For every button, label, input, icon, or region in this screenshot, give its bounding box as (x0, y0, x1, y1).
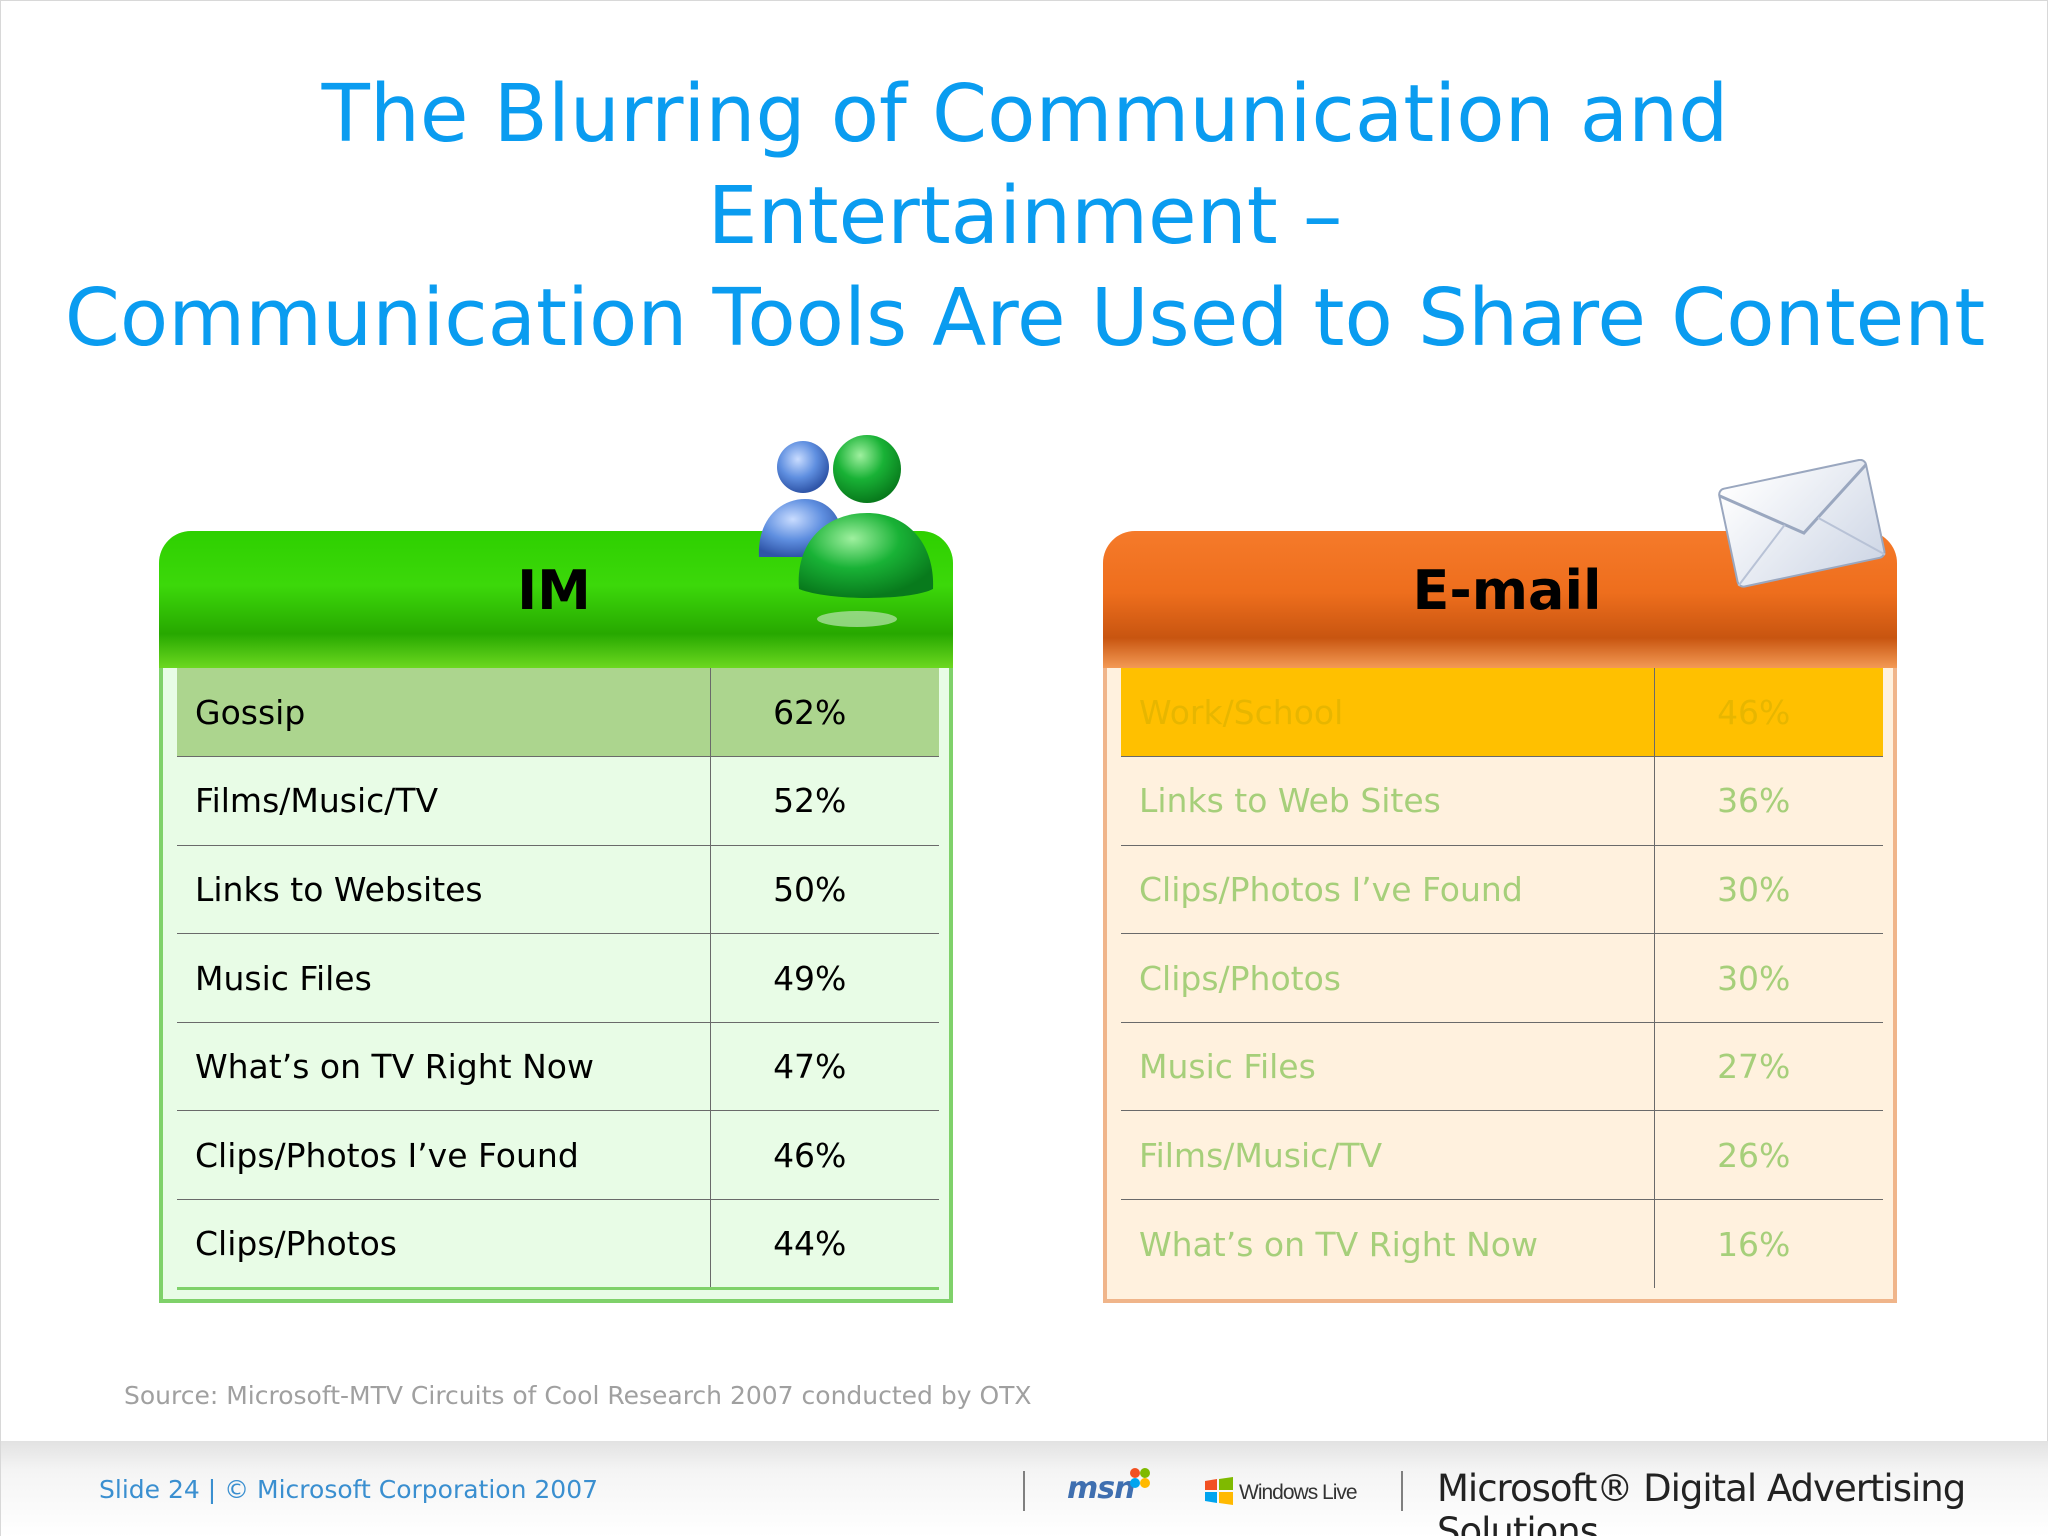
row-label: Links to Websites (177, 845, 711, 935)
table-row: Music Files 27% (1121, 1022, 1883, 1112)
row-label: Films/Music/TV (177, 756, 711, 846)
email-panel: E-mail Work/School 46% Links to Web Site… (1103, 531, 1897, 1303)
title-line-2: Communication Tools Are Used to Share Co… (64, 272, 1986, 364)
email-table: Work/School 46% Links to Web Sites 36% C… (1121, 668, 1883, 1289)
table-row: What’s on TV Right Now 16% (1121, 1199, 1883, 1289)
messenger-buddies-icon (758, 435, 934, 627)
footer: Slide 24 | © Microsoft Corporation 2007 … (1, 1441, 2048, 1536)
im-header-label: IM (517, 559, 591, 622)
row-label: Work/School (1121, 668, 1655, 758)
row-label: Clips/Photos I’ve Found (1121, 845, 1655, 935)
row-value: 36% (1654, 756, 1883, 846)
row-label: Music Files (177, 933, 711, 1023)
row-label: Films/Music/TV (1121, 1110, 1655, 1201)
row-label: Music Files (1121, 1022, 1655, 1112)
row-value: 30% (1654, 933, 1883, 1023)
msn-butterfly-icon (1130, 1468, 1150, 1488)
row-value: 46% (710, 1110, 939, 1201)
row-label: What’s on TV Right Now (1121, 1199, 1655, 1289)
windows-live-logo: Windows Live (1239, 1481, 1358, 1504)
title-line-1: The Blurring of Communication and Entert… (321, 68, 1729, 262)
row-value: 50% (710, 845, 939, 935)
table-row: Clips/Photos I’ve Found 30% (1121, 845, 1883, 935)
windows-flag-icon (1205, 1477, 1233, 1505)
table-row: Films/Music/TV 26% (1121, 1110, 1883, 1201)
brand-name: Microsoft® Digital Advertising Solutions (1437, 1467, 1966, 1536)
row-value: 27% (1654, 1022, 1883, 1112)
slide-number: Slide 24 | © Microsoft Corporation 2007 (99, 1475, 598, 1504)
row-value: 52% (710, 756, 939, 846)
msn-logo: msn (1067, 1471, 1135, 1506)
row-label: Clips/Photos I’ve Found (177, 1110, 711, 1201)
row-label: What’s on TV Right Now (177, 1022, 711, 1112)
source-note: Source: Microsoft-MTV Circuits of Cool R… (124, 1381, 1032, 1410)
row-value: 62% (710, 668, 939, 758)
im-table: Gossip 62% Films/Music/TV 52% Links to W… (177, 668, 939, 1290)
slide-title: The Blurring of Communication and Entert… (61, 63, 1989, 369)
table-row: Work/School 46% (1121, 668, 1883, 758)
envelope-icon (1718, 459, 1886, 588)
table-row: Clips/Photos I’ve Found 46% (177, 1110, 939, 1201)
row-value: 16% (1717, 1224, 1791, 1264)
im-panel-body: Gossip 62% Films/Music/TV 52% Links to W… (159, 668, 953, 1303)
table-row: What’s on TV Right Now 47% (177, 1022, 939, 1112)
table-row: Links to Websites 50% (177, 845, 939, 935)
row-value: 26% (1654, 1110, 1883, 1201)
row-label: Clips/Photos (1121, 933, 1655, 1023)
table-row: Music Files 49% (177, 933, 939, 1023)
footer-divider (1023, 1471, 1025, 1511)
email-header-label: E-mail (1412, 559, 1602, 622)
footer-divider (1401, 1471, 1403, 1511)
row-label: Clips/Photos (177, 1199, 711, 1290)
table-row: Clips/Photos 44% (177, 1199, 939, 1290)
table-row: Clips/Photos 30% (1121, 933, 1883, 1023)
row-label: Links to Web Sites (1121, 756, 1655, 846)
table-row: Films/Music/TV 52% (177, 756, 939, 846)
email-panel-body: Work/School 46% Links to Web Sites 36% C… (1103, 668, 1897, 1303)
row-value: 46% (1654, 668, 1883, 758)
row-value: 49% (710, 933, 939, 1023)
row-label: Gossip (177, 668, 711, 758)
table-row: Links to Web Sites 36% (1121, 756, 1883, 846)
row-value: 47% (710, 1022, 939, 1112)
row-value: 44% (710, 1199, 939, 1290)
im-panel: IM Gossip 62% Films/Music/TV 52% Links t… (159, 531, 953, 1303)
row-value: 30% (1654, 845, 1883, 935)
table-row: Gossip 62% (177, 668, 939, 758)
